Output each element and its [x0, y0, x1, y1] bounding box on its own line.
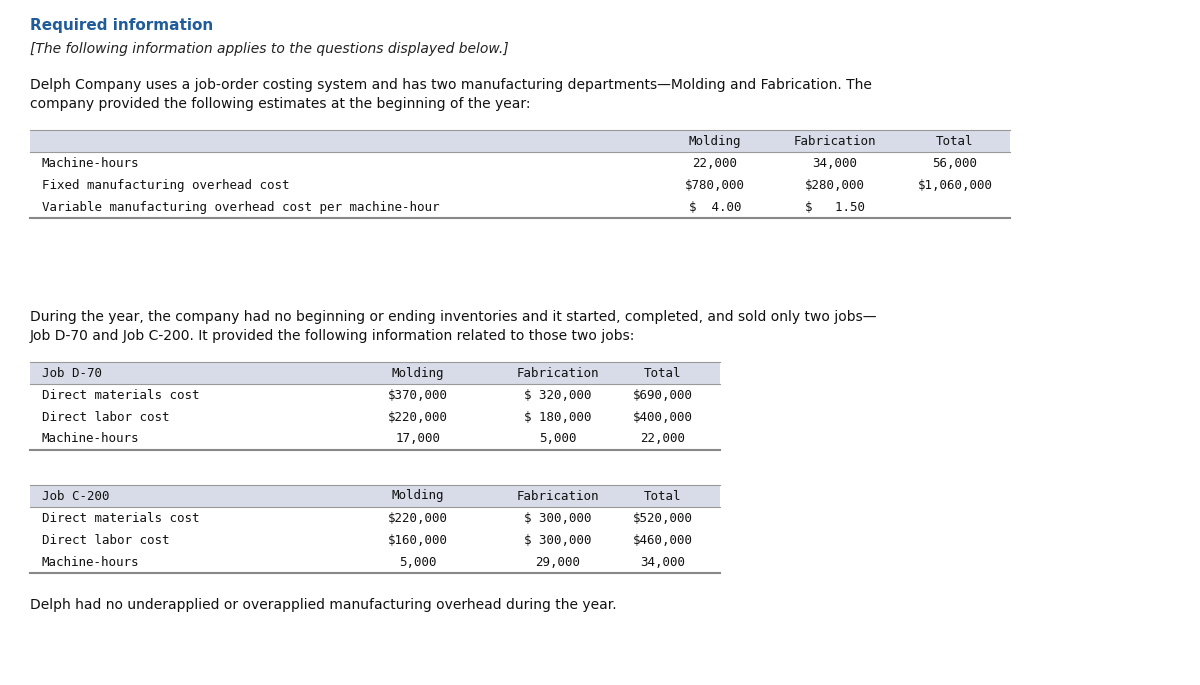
Text: Total: Total — [936, 134, 973, 147]
Text: $280,000: $280,000 — [805, 179, 865, 192]
Text: Direct labor cost: Direct labor cost — [42, 410, 169, 423]
Text: Machine-hours: Machine-hours — [42, 432, 139, 445]
Text: Fabrication: Fabrication — [793, 134, 876, 147]
Text: $690,000: $690,000 — [634, 388, 694, 401]
Text: Molding: Molding — [391, 366, 444, 379]
Text: 34,000: 34,000 — [641, 556, 685, 569]
Text: Fixed manufacturing overhead cost: Fixed manufacturing overhead cost — [42, 179, 289, 192]
Bar — [30, 130, 1010, 152]
Text: $  4.00: $ 4.00 — [689, 201, 742, 214]
Text: $ 300,000: $ 300,000 — [524, 512, 592, 525]
Text: $220,000: $220,000 — [388, 512, 448, 525]
Text: $220,000: $220,000 — [388, 410, 448, 423]
Text: 5,000: 5,000 — [400, 556, 437, 569]
Text: $460,000: $460,000 — [634, 534, 694, 547]
Text: 56,000: 56,000 — [932, 156, 978, 169]
Text: Total: Total — [644, 366, 682, 379]
Text: $520,000: $520,000 — [634, 512, 694, 525]
Text: 29,000: 29,000 — [535, 556, 581, 569]
Text: $160,000: $160,000 — [388, 534, 448, 547]
Text: $1,060,000: $1,060,000 — [918, 179, 992, 192]
Text: Direct materials cost: Direct materials cost — [42, 512, 199, 525]
Bar — [30, 362, 720, 384]
Text: Job D-70: Job D-70 — [42, 366, 102, 379]
Text: 5,000: 5,000 — [539, 432, 577, 445]
Text: Fabrication: Fabrication — [517, 366, 599, 379]
Text: Delph had no underapplied or overapplied manufacturing overhead during the year.: Delph had no underapplied or overapplied… — [30, 598, 617, 612]
Text: 22,000: 22,000 — [641, 432, 685, 445]
Text: Fabrication: Fabrication — [517, 490, 599, 503]
Text: Machine-hours: Machine-hours — [42, 556, 139, 569]
Text: During the year, the company had no beginning or ending inventories and it start: During the year, the company had no begi… — [30, 310, 876, 324]
Text: $780,000: $780,000 — [685, 179, 745, 192]
Text: $400,000: $400,000 — [634, 410, 694, 423]
Text: Machine-hours: Machine-hours — [42, 156, 139, 169]
Text: 34,000: 34,000 — [812, 156, 858, 169]
Text: $ 180,000: $ 180,000 — [524, 410, 592, 423]
Text: $ 300,000: $ 300,000 — [524, 534, 592, 547]
Text: Required information: Required information — [30, 18, 214, 33]
Bar — [30, 485, 720, 507]
Text: $370,000: $370,000 — [388, 388, 448, 401]
Text: 22,000: 22,000 — [692, 156, 738, 169]
Text: Molding: Molding — [689, 134, 742, 147]
Text: 17,000: 17,000 — [396, 432, 440, 445]
Text: Direct materials cost: Direct materials cost — [42, 388, 199, 401]
Text: Molding: Molding — [391, 490, 444, 503]
Text: [The following information applies to the questions displayed below.]: [The following information applies to th… — [30, 42, 509, 56]
Text: Job D-70 and Job C-200. It provided the following information related to those t: Job D-70 and Job C-200. It provided the … — [30, 329, 635, 343]
Text: Total: Total — [644, 490, 682, 503]
Text: Direct labor cost: Direct labor cost — [42, 534, 169, 547]
Text: Delph Company uses a job-order costing system and has two manufacturing departme: Delph Company uses a job-order costing s… — [30, 78, 872, 92]
Text: Variable manufacturing overhead cost per machine-hour: Variable manufacturing overhead cost per… — [42, 201, 439, 214]
Text: $ 320,000: $ 320,000 — [524, 388, 592, 401]
Text: Job C-200: Job C-200 — [42, 490, 109, 503]
Text: $   1.50: $ 1.50 — [805, 201, 865, 214]
Text: company provided the following estimates at the beginning of the year:: company provided the following estimates… — [30, 97, 530, 111]
